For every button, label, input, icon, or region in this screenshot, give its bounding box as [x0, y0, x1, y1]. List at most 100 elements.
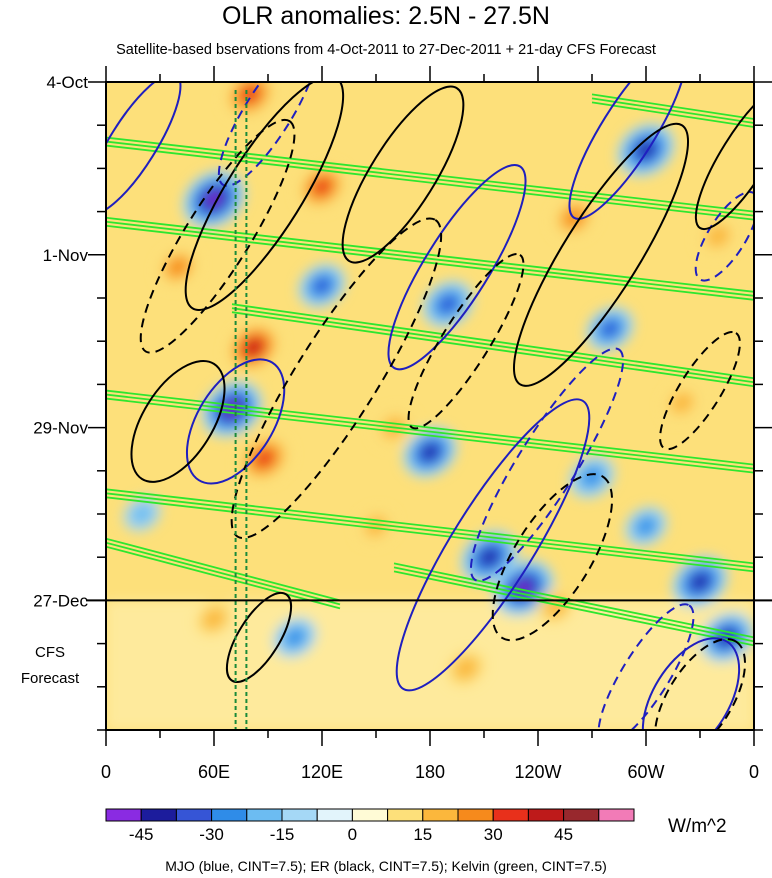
colorbar-swatch [140, 808, 177, 822]
colorbar-tick-label: -30 [199, 825, 224, 844]
er-contour [130, 359, 226, 483]
y-tick-label: 4-Oct [46, 73, 88, 92]
y-tick-label: 27-Dec [33, 591, 88, 610]
kelvin-contour [106, 488, 754, 565]
x-tick-label: 120E [301, 762, 343, 782]
mjo-contour [387, 163, 527, 371]
colorbar-swatch [492, 808, 529, 822]
anomaly-cell [453, 656, 479, 680]
colorbar-tick-label: 15 [413, 825, 432, 844]
kelvin-contour [106, 393, 754, 470]
anomaly-cell [582, 467, 602, 487]
y-tick-label: 1-Nov [43, 246, 89, 265]
kelvin-contour [106, 496, 754, 573]
mjo-contour [106, 82, 182, 215]
kelvin-contour [106, 541, 341, 606]
kelvin-contour [106, 224, 754, 301]
kelvin-contour [106, 144, 754, 221]
mjo-contour [641, 637, 741, 730]
chart-title: OLR anomalies: 2.5N - 27.5N [222, 2, 550, 30]
kelvin-contour [106, 140, 754, 217]
x-tick-label: 0 [101, 762, 111, 782]
colorbar-swatch [211, 808, 248, 822]
er-contour [225, 591, 293, 683]
x-tick-label: 0 [749, 762, 759, 782]
anomaly-cell [439, 296, 457, 313]
anomaly-cell [636, 517, 656, 535]
mjo-contour [217, 82, 319, 187]
kelvin-contour [106, 397, 754, 474]
colorbar-swatch [598, 808, 635, 822]
kelvin-contour [106, 389, 754, 466]
colorbar-tick-label: -45 [129, 825, 154, 844]
colorbar-swatch [422, 808, 459, 822]
mjo-contour [568, 82, 688, 220]
colorbar-swatch [387, 808, 424, 822]
anomaly-cell [202, 607, 226, 630]
anomaly-cell [206, 192, 222, 206]
anomaly-cell [705, 224, 731, 248]
y-tick-label: 29-Nov [33, 419, 88, 438]
anomaly-cell [255, 450, 274, 467]
kelvin-contour [106, 492, 754, 569]
kelvin-contour [591, 97, 754, 124]
anomaly-cell [422, 445, 438, 460]
er-contour [341, 85, 465, 264]
er-contour [653, 638, 747, 730]
forecast-label: Forecast [21, 670, 80, 687]
anomaly-cell [670, 391, 694, 414]
kelvin-contour [231, 311, 754, 388]
er-contour [512, 122, 690, 387]
anomaly-cell [481, 549, 498, 565]
colorbar-swatch [281, 808, 318, 822]
er-contour [230, 217, 443, 539]
colorbar-tick-label: 0 [348, 825, 357, 844]
colorbar-tick-label: -15 [270, 825, 295, 844]
er-contour [407, 252, 525, 430]
colorbar-tick-label: 45 [554, 825, 573, 844]
colorbar-swatch [351, 808, 389, 822]
anomaly-cell [285, 628, 305, 647]
kelvin-contour [393, 566, 754, 643]
kelvin-contour [106, 136, 754, 213]
kelvin-contour [106, 220, 754, 297]
contour-legend: MJO (blue, CINT=7.5); ER (black, CINT=7.… [165, 858, 607, 874]
colorbar-swatch [563, 808, 600, 822]
anomaly-cell [314, 278, 330, 294]
forecast-label: CFS [35, 644, 65, 661]
x-tick-label: 120W [514, 762, 561, 782]
mjo-contour [597, 603, 695, 730]
colorbar-swatch [175, 808, 213, 822]
mjo-contour [395, 398, 591, 692]
kelvin-contour [106, 545, 341, 610]
anomaly-cell [246, 340, 262, 355]
mjo-contour [185, 358, 286, 485]
anomaly-cell [130, 503, 154, 525]
er-contour [491, 473, 614, 642]
er-contour [659, 330, 741, 451]
er-contour [184, 82, 345, 311]
colorbar-swatch [457, 808, 494, 822]
kelvin-contour [393, 570, 754, 647]
anomaly-cell [602, 321, 618, 337]
er-contour [139, 118, 296, 354]
kelvin-contour [231, 307, 754, 384]
er-contour [694, 82, 754, 231]
x-tick-label: 60W [627, 762, 664, 782]
kelvin-contour [106, 537, 341, 602]
colorbar-swatch [316, 808, 353, 822]
chart-subtitle: Satellite-based bservations from 4-Oct-2… [116, 42, 656, 58]
anomaly-cell [313, 179, 331, 195]
anomaly-cell [168, 258, 188, 276]
colorbar-swatch [527, 808, 565, 822]
colorbar-swatch [105, 808, 142, 822]
colorbar-tick-label: 30 [484, 825, 503, 844]
x-tick-label: 180 [415, 762, 445, 782]
kelvin-contour [106, 216, 754, 293]
colorbar-units: W/m^2 [668, 816, 727, 837]
x-tick-label: 60E [198, 762, 230, 782]
kelvin-contour [591, 101, 754, 128]
mjo-contour [469, 347, 625, 582]
colorbar-swatch [246, 808, 283, 822]
anomaly-cell [692, 574, 708, 590]
